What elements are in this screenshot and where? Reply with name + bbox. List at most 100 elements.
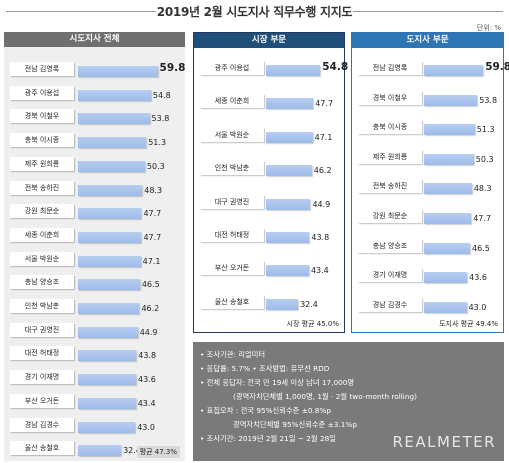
category-label: 전북 송하진 <box>10 180 74 195</box>
bar <box>78 66 158 77</box>
info-line: • 전체 응답자: 전국 만 19세 이상 남녀 17,000명 <box>200 378 355 387</box>
category-label: 인천 박남춘 <box>200 161 264 176</box>
info-line: • 표집오차 : 전국 95%신뢰수준 ±0.8%p <box>200 406 331 415</box>
value-label: 32.4 <box>123 446 141 456</box>
panel-city-mayors: 시장 부문 광주 이용섭 54.8 세종 이춘희 47.7 서울 박원순 47.1 인천 박… <box>193 32 348 333</box>
panel-provincial-governors: 도지사 부문 전남 김영록 59.8 경북 이철우 53.8 충북 이시종 51.3 제주 … <box>351 32 509 333</box>
category-label: 충북 이시종 <box>10 133 74 148</box>
panel-all-governors: 시도지사 전체 전남 김영록 59.8 광주 이용섭 54.8 경북 이철우 53.8 충북… <box>4 32 185 461</box>
value-label: 44.9 <box>312 199 331 209</box>
bar <box>266 65 321 76</box>
value-label: 59.8 <box>159 62 186 74</box>
category-label: 충남 양승조 <box>10 275 74 290</box>
average-label: 시장 평균 45.0% <box>286 320 339 328</box>
category-label: 부산 오거돈 <box>200 261 264 276</box>
bar <box>424 153 474 165</box>
value-label: 43.0 <box>137 422 155 432</box>
value-label: 51.3 <box>148 138 167 148</box>
value-label: 53.8 <box>151 114 170 124</box>
value-label: 47.7 <box>143 232 162 242</box>
value-label: 32.4 <box>300 299 318 309</box>
panel-city-body: 광주 이용섭 54.8 세종 이춘희 47.7 서울 박원순 47.1 인천 박남춘 46.2… <box>194 48 348 332</box>
bar <box>78 231 142 243</box>
bar <box>78 208 142 220</box>
bar <box>266 232 310 243</box>
value-label: 50.3 <box>475 154 494 164</box>
bar <box>78 137 147 149</box>
value-label: 46.2 <box>313 166 332 176</box>
bar <box>424 124 475 136</box>
value-label: 48.3 <box>144 185 163 195</box>
category-label: 전북 송하진 <box>358 179 422 194</box>
bar <box>78 374 136 386</box>
bar <box>78 421 136 433</box>
bar <box>424 65 484 76</box>
category-label: 전남 김영록 <box>10 62 74 76</box>
category-label: 경남 김경수 <box>10 417 74 432</box>
info-line: • 응답률: 5.7% • 조사방법: 유무선 RDD <box>200 364 330 373</box>
bar <box>424 242 471 254</box>
bar <box>266 298 299 310</box>
bar <box>424 301 467 313</box>
category-label: 대구 권영진 <box>200 194 264 209</box>
category-label: 경기 이재명 <box>10 370 74 385</box>
bar <box>78 255 141 267</box>
value-label: 43.4 <box>310 266 329 276</box>
category-label: 제주 원희룡 <box>10 156 74 171</box>
bar <box>78 326 138 338</box>
bar <box>78 89 151 101</box>
value-label: 46.5 <box>472 243 490 253</box>
panel-all-body: 전남 김영록 59.8 광주 이용섭 54.8 경북 이철우 53.8 충북 이시종 51.3… <box>4 47 185 461</box>
value-label: 48.3 <box>473 184 492 194</box>
panel-prov-body: 전남 김영록 59.8 경북 이철우 53.8 충북 이시종 51.3 제주 원희룡 50.3… <box>352 48 509 332</box>
bar <box>266 131 313 143</box>
info-line: • 조사기관: 리얼미터 <box>200 350 266 359</box>
category-label: 강원 최문순 <box>358 209 422 223</box>
value-label: 53.8 <box>479 95 498 105</box>
title-rule-right <box>353 11 503 12</box>
category-label: 울산 송철호 <box>10 441 74 456</box>
category-label: 대구 권영진 <box>10 322 74 337</box>
bar <box>424 272 468 284</box>
info-line: (광역자치단체별 1,000명, 1월 · 2월 two-month rolli… <box>233 392 417 401</box>
value-label: 50.3 <box>146 161 165 171</box>
bar <box>424 94 478 106</box>
bar <box>78 445 122 457</box>
bar <box>266 265 309 277</box>
bar <box>78 303 140 314</box>
value-label: 46.5 <box>141 280 160 290</box>
bar <box>78 113 150 125</box>
category-label: 광주 이용섭 <box>10 85 74 100</box>
average-label: 평균 47.3% <box>136 446 180 458</box>
bar <box>424 213 472 224</box>
bar <box>78 279 140 291</box>
info-line: • 조사기간: 2019년 2월 21일 ~ 2월 28일 <box>200 434 336 443</box>
category-label: 충남 양승조 <box>358 238 422 253</box>
value-label: 46.2 <box>141 304 160 313</box>
value-label: 43.4 <box>137 398 156 408</box>
category-label: 부산 오거돈 <box>10 393 74 408</box>
average-label: 도지사 평균 49.4% <box>439 320 498 328</box>
bar <box>266 198 311 210</box>
category-label: 울산 송철호 <box>200 294 264 309</box>
value-label: 43.8 <box>138 351 157 361</box>
category-label: 경북 이철우 <box>358 90 422 105</box>
bar <box>266 165 312 177</box>
value-label: 59.8 <box>485 61 509 73</box>
survey-info-box: • 조사기관: 리얼미터 • 응답률: 5.7% • 조사방법: 유무선 RDD… <box>193 342 504 461</box>
chart-title: 2019년 2월 시도지사 직무수행 지지도 <box>156 5 353 19</box>
title-rule-left <box>6 11 156 12</box>
category-label: 세종 이춘희 <box>10 227 74 242</box>
bar <box>78 397 136 409</box>
info-line: 광역자치단체별 95%신뢰수준 ±3.1%p <box>233 420 357 429</box>
value-label: 54.8 <box>322 61 349 73</box>
bar <box>78 350 137 362</box>
value-label: 43.6 <box>469 273 487 283</box>
panel-prov-header: 도지사 부문 <box>352 33 503 48</box>
value-label: 47.7 <box>315 99 334 109</box>
value-label: 44.9 <box>139 327 158 337</box>
value-label: 47.1 <box>314 132 333 142</box>
value-label: 47.7 <box>143 209 162 219</box>
value-label: 47.1 <box>142 256 161 266</box>
unit-label: 단위: % <box>476 24 501 32</box>
